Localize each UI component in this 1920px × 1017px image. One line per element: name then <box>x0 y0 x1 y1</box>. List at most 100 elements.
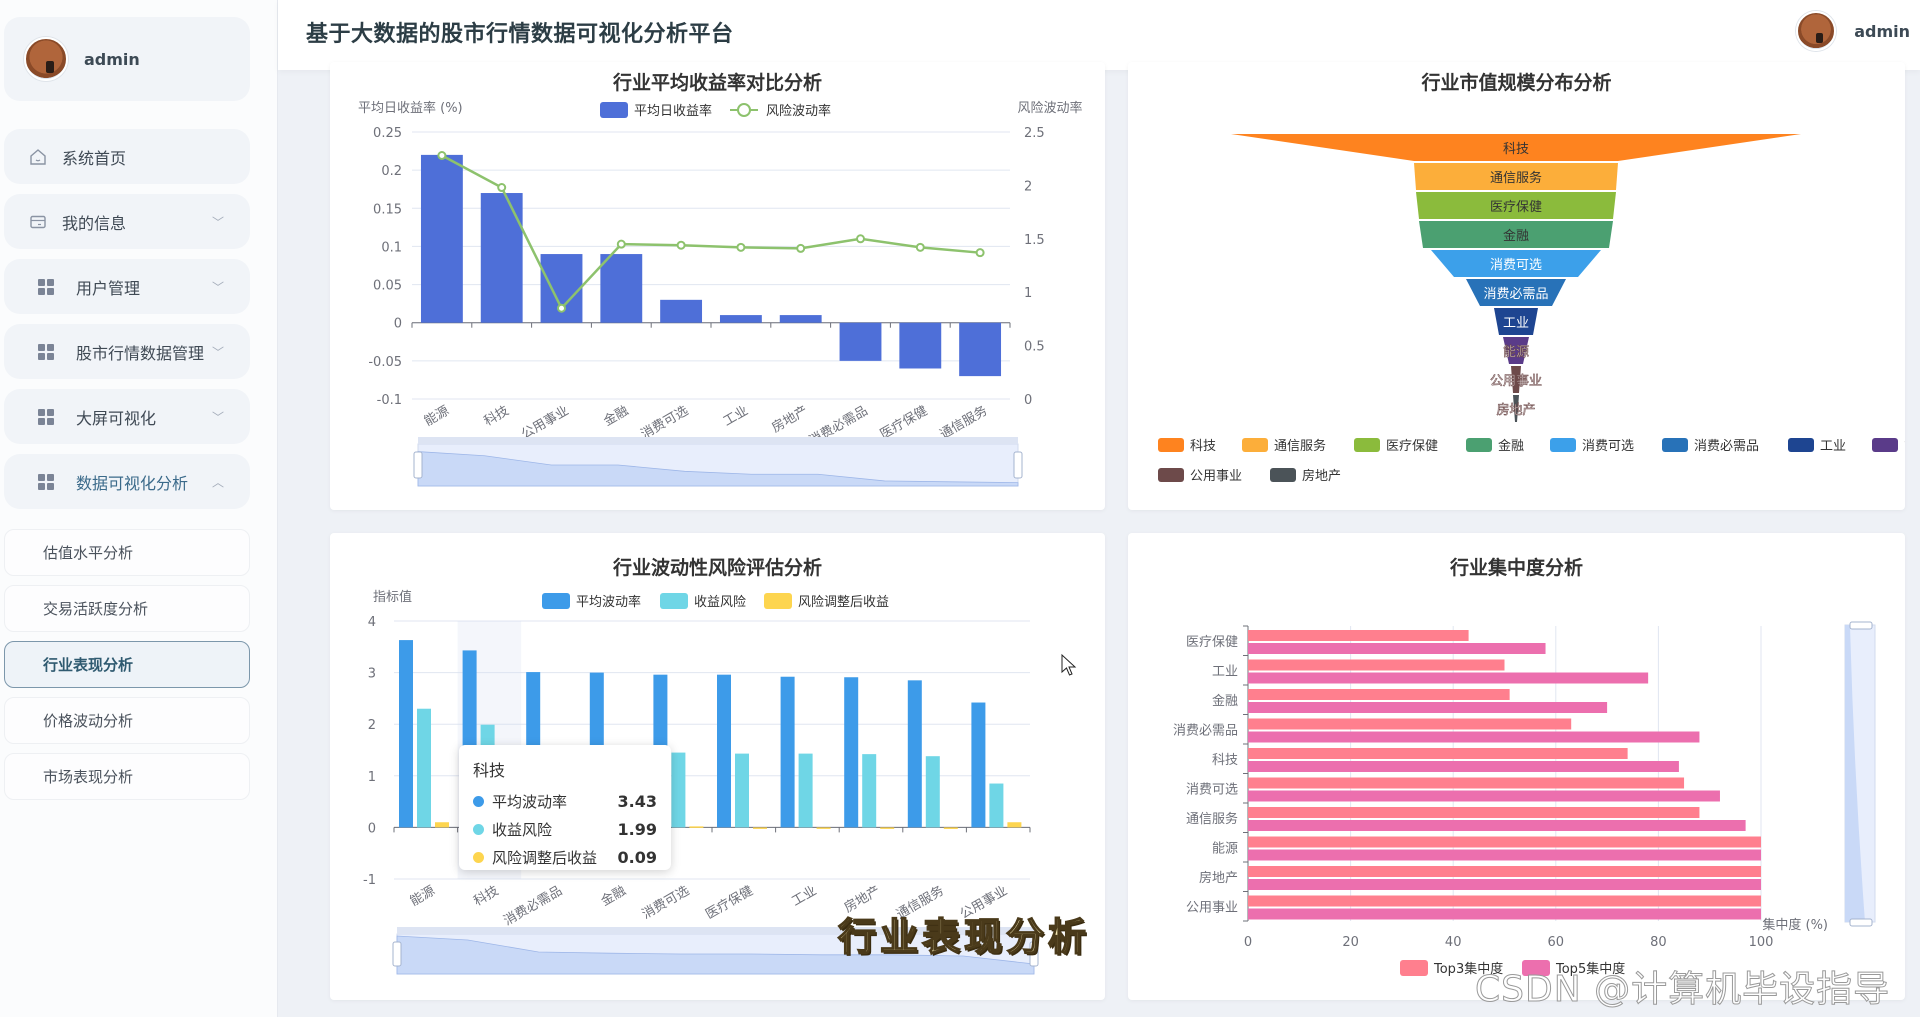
slider-handle[interactable] <box>1849 621 1873 630</box>
bar[interactable] <box>1248 820 1746 831</box>
sidebar-item-5[interactable]: 数据可视化分析 ︿ <box>4 454 250 509</box>
bar[interactable] <box>1248 748 1628 759</box>
slider-handle[interactable] <box>392 941 402 967</box>
bar[interactable] <box>1248 672 1649 684</box>
bar[interactable] <box>907 680 922 828</box>
line-point[interactable] <box>736 242 746 252</box>
bar[interactable] <box>1248 866 1761 877</box>
submenu-item-3[interactable]: 价格波动分析 <box>4 697 250 744</box>
bar[interactable] <box>839 322 882 361</box>
funnel-segment[interactable] <box>1231 134 1801 161</box>
submenu-item-1[interactable]: 交易活跃度分析 <box>4 585 250 632</box>
funnel-segment[interactable] <box>1431 250 1601 277</box>
slider-handle[interactable] <box>1029 941 1039 967</box>
bar[interactable] <box>1248 689 1510 700</box>
funnel-segment[interactable] <box>1511 366 1521 393</box>
bar[interactable] <box>420 154 463 323</box>
bar[interactable] <box>480 193 523 323</box>
chart-legend[interactable]: 平均日收益率 风险波动率 <box>600 102 831 119</box>
bar[interactable] <box>816 827 831 829</box>
bar[interactable] <box>1248 790 1720 802</box>
funnel-segment[interactable] <box>1503 337 1529 364</box>
funnel-segment[interactable] <box>1513 395 1519 422</box>
bar[interactable] <box>1007 822 1022 828</box>
bar[interactable] <box>925 756 940 828</box>
bar[interactable] <box>943 827 958 829</box>
bar[interactable] <box>417 708 431 828</box>
line-point[interactable] <box>975 248 985 258</box>
submenu-item-4[interactable]: 市场表现分析 <box>4 753 250 800</box>
bar[interactable] <box>600 254 643 323</box>
sidebar-user-card[interactable]: admin <box>4 17 250 101</box>
bar[interactable] <box>862 754 877 828</box>
chart-legend[interactable]: 平均波动率 收益风险 风险调整后收益 <box>542 593 889 610</box>
bar[interactable] <box>1248 895 1761 907</box>
funnel-segment[interactable] <box>1414 163 1618 190</box>
submenu-item-0[interactable]: 估值水平分析 <box>4 529 250 576</box>
chart-legend[interactable]: Top3集中度 Top5集中度 <box>1400 960 1625 977</box>
funnel-segment[interactable] <box>1416 192 1616 219</box>
bar[interactable] <box>989 783 1004 828</box>
bar[interactable] <box>1248 761 1679 772</box>
line-point[interactable] <box>497 183 507 193</box>
sidebar-item-1[interactable]: 我的信息 ﹀ <box>4 194 250 249</box>
bar[interactable] <box>1248 630 1469 641</box>
line-point[interactable] <box>437 150 447 160</box>
svg-text:消费可选: 消费可选 <box>639 403 692 442</box>
sidebar-item-3[interactable]: 股市行情数据管理 ﹀ <box>4 324 250 379</box>
sidebar-item-2[interactable]: 用户管理 ﹀ <box>4 259 250 314</box>
bar[interactable] <box>1248 643 1546 654</box>
data-zoom-slider[interactable] <box>392 927 1039 975</box>
bar[interactable] <box>1248 718 1572 730</box>
bar[interactable] <box>689 826 704 828</box>
line-point[interactable] <box>915 242 925 252</box>
bar[interactable] <box>899 322 942 369</box>
bar[interactable] <box>971 702 986 828</box>
bar[interactable] <box>435 822 449 828</box>
bar[interactable] <box>780 676 795 828</box>
line-point[interactable] <box>796 243 806 253</box>
funnel-segment[interactable] <box>1419 221 1613 248</box>
return-comparison-chart[interactable]: 平均日收益率 风险波动率 平均日收益率 (%) 风险波动率 0.25 0.2 0.15 0.1… <box>330 62 1105 510</box>
slider-handle[interactable] <box>413 451 423 479</box>
header-user-menu[interactable]: admin <box>1796 11 1910 51</box>
bar[interactable] <box>1248 836 1761 848</box>
bar[interactable] <box>399 640 413 828</box>
bar[interactable] <box>753 827 767 829</box>
bar[interactable] <box>671 752 686 828</box>
bar[interactable] <box>1248 777 1685 789</box>
bar[interactable] <box>719 315 762 323</box>
bar[interactable] <box>1248 908 1761 920</box>
line-point[interactable] <box>676 240 686 250</box>
submenu-item-2[interactable]: 行业表现分析 <box>4 641 250 688</box>
bar[interactable] <box>735 753 749 828</box>
data-zoom-slider[interactable] <box>1844 621 1876 927</box>
sidebar-item-4[interactable]: 大屏可视化 ﹀ <box>4 389 250 444</box>
data-zoom-slider[interactable] <box>413 437 1023 487</box>
bar[interactable] <box>717 674 731 828</box>
bar[interactable] <box>1248 731 1700 743</box>
bar[interactable] <box>1248 702 1608 713</box>
concentration-chart[interactable]: 0 20 40 60 80 100 医疗保健工业金融消费必需品科技消费可选通信服务能源房地产… <box>1128 533 1905 1000</box>
sidebar-item-0[interactable]: 系统首页 <box>4 129 250 184</box>
slider-handle[interactable] <box>1849 918 1873 927</box>
bar[interactable] <box>1248 807 1700 818</box>
bar[interactable] <box>1248 849 1761 861</box>
line-point[interactable] <box>616 239 626 249</box>
bar[interactable] <box>779 315 822 323</box>
bar[interactable] <box>798 753 813 828</box>
bar[interactable] <box>880 827 895 829</box>
bar[interactable] <box>1248 659 1505 671</box>
bar[interactable] <box>1248 879 1761 890</box>
slider-handle[interactable] <box>1013 451 1023 479</box>
funnel-segment[interactable] <box>1466 279 1566 306</box>
line-point[interactable] <box>557 303 566 313</box>
bar[interactable] <box>660 299 703 323</box>
bar[interactable] <box>844 677 859 828</box>
funnel-segment[interactable] <box>1494 308 1538 335</box>
line-point[interactable] <box>856 234 865 244</box>
bar[interactable] <box>959 322 1002 377</box>
